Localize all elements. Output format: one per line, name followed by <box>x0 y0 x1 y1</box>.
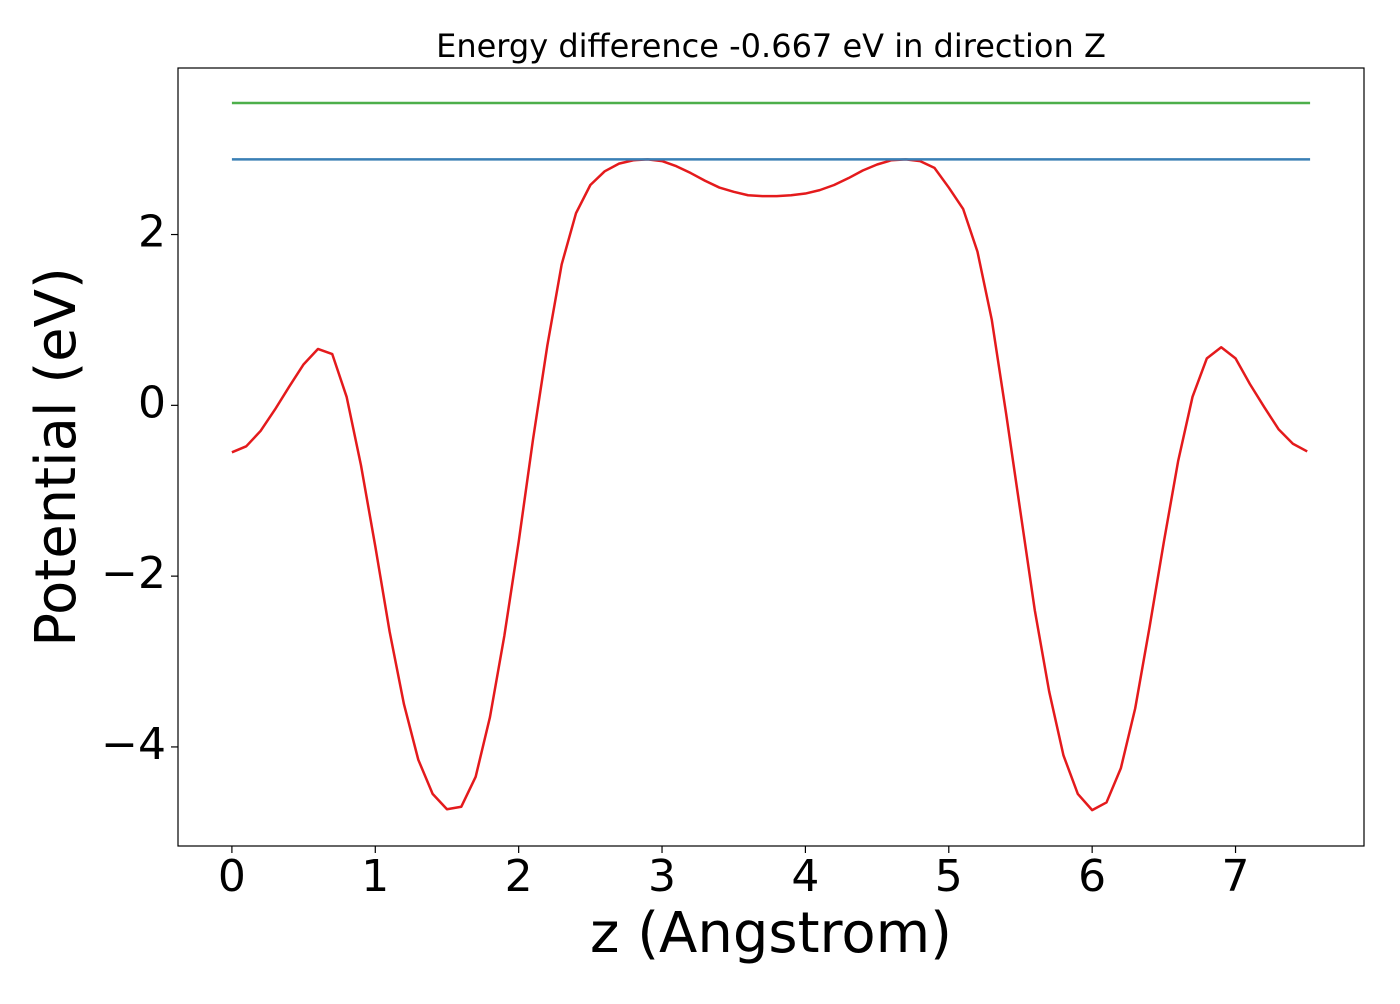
y-tick-label: 0 <box>138 377 166 428</box>
y-tick-label: −4 <box>101 719 166 770</box>
chart-title: Energy difference -0.667 eV in direction… <box>436 27 1106 65</box>
plot-area <box>231 101 1311 812</box>
y-tick-label: −2 <box>101 548 166 599</box>
x-tick-label: 3 <box>648 851 676 902</box>
x-tick-label: 1 <box>361 851 389 902</box>
y-tick-label: 2 <box>138 207 166 258</box>
x-tick-label: 7 <box>1222 851 1250 902</box>
x-tick-label: 2 <box>505 851 533 902</box>
series-line <box>231 158 1308 812</box>
axes-frame <box>177 67 1365 847</box>
x-tick-label: 0 <box>218 851 246 902</box>
x-tick-label: 6 <box>1078 851 1106 902</box>
x-tick-label: 5 <box>935 851 963 902</box>
x-axis-label: z (Angstrom) <box>590 901 952 966</box>
x-tick-label: 4 <box>791 851 819 902</box>
y-axis-label: Potential (eV) <box>24 267 89 647</box>
